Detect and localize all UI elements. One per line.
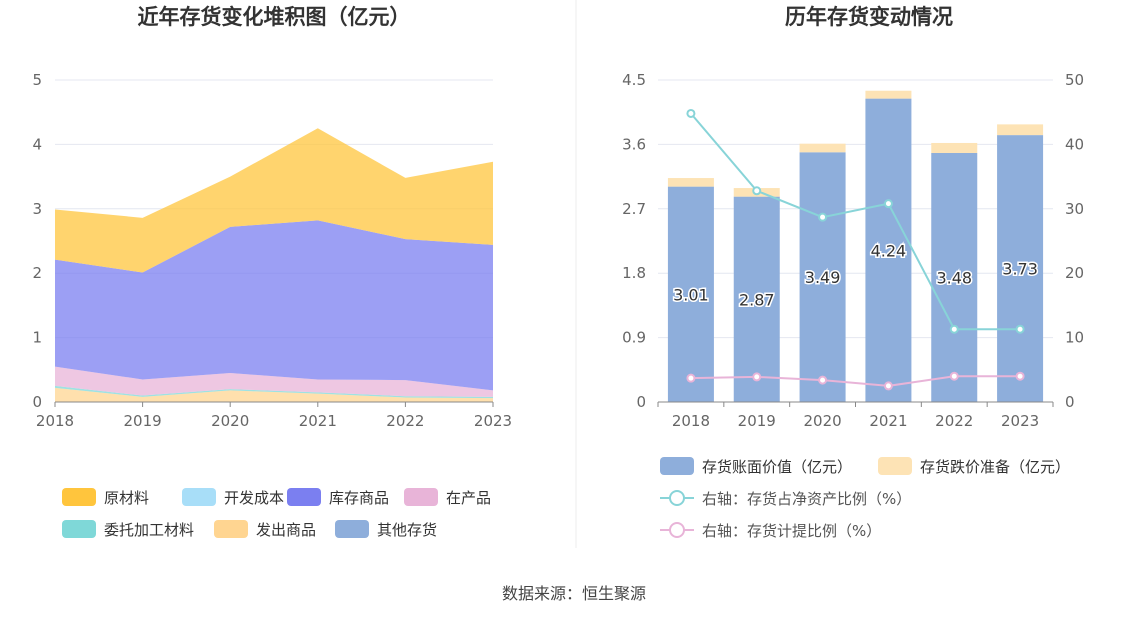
left-legend-swatch [404, 488, 438, 506]
left-x-tick-label: 2019 [124, 412, 162, 430]
bar-book-value [997, 135, 1044, 402]
line-point [752, 372, 762, 382]
bar-data-label: 3.48 [936, 268, 972, 287]
right-right-y-tick-label: 30 [1065, 200, 1084, 218]
bar-data-label: 2.87 [739, 290, 775, 309]
right-left-y-tick-label: 3.6 [622, 135, 646, 153]
right-left-y-tick-label: 0.9 [622, 329, 646, 347]
right-x-tick-label: 2023 [1001, 412, 1039, 430]
right-x-tick-label: 2020 [803, 412, 841, 430]
bar-impairment-reserve [865, 90, 912, 99]
left-legend-swatch [62, 488, 96, 506]
left-y-tick-label: 3 [32, 200, 42, 218]
right-right-y-tick-label: 40 [1065, 135, 1084, 153]
right-right-y-tick-label: 10 [1065, 329, 1084, 347]
area-series-发出商品 [55, 387, 493, 402]
right-legend-label: 存货账面价值（亿元） [702, 458, 852, 476]
line-series-右轴：存货计提比例（%） [690, 375, 1021, 387]
left-legend-label: 在产品 [446, 489, 491, 507]
bar-impairment-reserve [997, 124, 1044, 136]
left-y-tick-label: 2 [32, 264, 42, 282]
left-legend-label: 发出商品 [256, 521, 316, 539]
right-x-tick-label: 2022 [935, 412, 973, 430]
left-legend-swatch [182, 488, 216, 506]
right-legend-swatch [878, 457, 912, 475]
bar-book-value [667, 186, 714, 402]
right-left-y-tick-label: 1.8 [622, 264, 646, 282]
bar-impairment-reserve [931, 142, 978, 153]
right-x-tick-label: 2018 [672, 412, 710, 430]
left-legend-swatch [287, 488, 321, 506]
left-legend-swatch [62, 520, 96, 538]
line-point [818, 375, 828, 385]
line-point [818, 212, 828, 222]
line-point [949, 324, 959, 334]
bar-impairment-reserve [667, 178, 714, 187]
line-point [686, 373, 696, 383]
bar-data-label: 3.49 [805, 268, 841, 287]
right-x-tick-label: 2019 [738, 412, 776, 430]
left-y-tick-label: 4 [32, 135, 42, 153]
bar-book-value [865, 98, 912, 403]
left-legend-swatch [335, 520, 369, 538]
left-legend-swatch [214, 520, 248, 538]
left-legend-label: 库存商品 [329, 489, 389, 507]
left-x-tick-label: 2022 [386, 412, 424, 430]
right-legend-label: 右轴：存货计提比例（%） [702, 522, 881, 540]
left-y-tick-label: 0 [32, 393, 42, 411]
bar-impairment-reserve [799, 143, 846, 153]
right-right-y-tick-label: 0 [1065, 393, 1075, 411]
right-legend-label: 存货跌价准备（亿元） [920, 458, 1070, 476]
line-series-右轴：存货占净资产比例（%） [690, 112, 1021, 331]
left-x-tick-label: 2023 [474, 412, 512, 430]
left-x-tick-label: 2021 [299, 412, 337, 430]
right-x-tick-label: 2021 [869, 412, 907, 430]
area-series-委托加工材料 [55, 385, 493, 399]
line-point [752, 186, 762, 196]
right-chart-title: 历年存货变动情况 [785, 5, 953, 29]
bar-data-label: 3.73 [1002, 260, 1038, 279]
right-left-y-tick-label: 0 [636, 393, 646, 411]
line-point [1015, 324, 1025, 334]
right-right-y-tick-label: 50 [1065, 71, 1084, 89]
line-point [1015, 371, 1025, 381]
bar-book-value [931, 152, 978, 402]
left-legend-label: 原材料 [104, 489, 149, 507]
line-point [686, 108, 696, 118]
line-point [883, 199, 893, 209]
left-legend-label: 委托加工材料 [104, 521, 194, 539]
area-series-在产品 [55, 366, 493, 397]
right-legend-swatch [660, 457, 694, 475]
right-right-y-tick-label: 20 [1065, 264, 1084, 282]
left-chart-title: 近年存货变化堆积图（亿元） [138, 5, 411, 29]
bar-data-label: 4.24 [871, 241, 907, 260]
left-y-tick-label: 5 [32, 71, 42, 89]
right-left-y-tick-label: 2.7 [622, 200, 646, 218]
area-series-原材料 [55, 128, 493, 273]
left-legend-label: 开发成本 [224, 489, 284, 507]
left-legend-label: 其他存货 [377, 521, 437, 539]
bar-line-chart: 0 0.9 1.8 2.7 3.6 4.5 0 10 20 30 40 50 3.01 2.87 3.49 4… [622, 71, 1084, 540]
right-left-y-tick-label: 4.5 [622, 71, 646, 89]
bar-book-value [733, 196, 780, 402]
area-series-库存商品 [55, 220, 493, 391]
line-point [883, 381, 893, 391]
bar-data-label: 3.01 [673, 285, 709, 304]
right-legend-marker [669, 490, 685, 506]
left-x-tick-label: 2020 [211, 412, 249, 430]
stacked-area-chart: 0 1 2 3 4 5 2018 2019 2020 2021 2022 2023 原材料 开发成本 库存商… [32, 71, 512, 539]
right-legend-label: 右轴：存货占净资产比例（%） [702, 490, 911, 508]
left-y-tick-label: 1 [32, 329, 42, 347]
bar-book-value [799, 152, 846, 402]
data-source-label: 数据来源：恒生聚源 [501, 584, 646, 603]
right-legend-marker [669, 522, 685, 538]
left-x-tick-label: 2018 [36, 412, 74, 430]
line-point [949, 371, 959, 381]
